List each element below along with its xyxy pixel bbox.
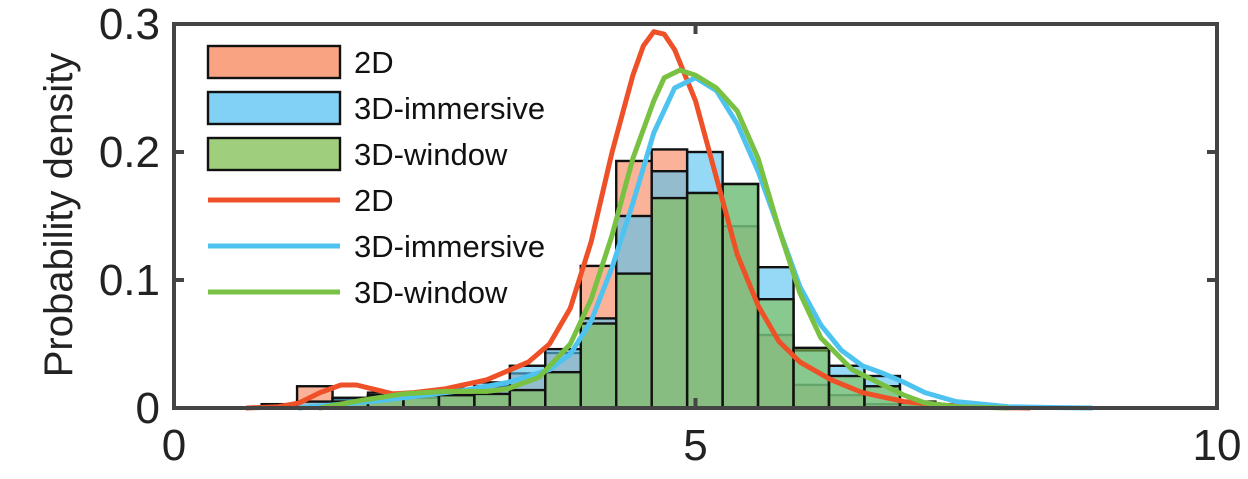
bar-3d-window-13 [685,191,724,410]
legend-label: 3D-immersive [354,91,545,126]
legend-entry-line-3d-immersive: 3D-immersive [208,229,545,264]
y-axis-title: Probability density [37,53,81,378]
legend: 2D 3D-immersive 3D-window 2D 3D-immersive 3D-… [206,44,545,310]
legend-entry-line-2d: 2D [208,183,394,218]
y-tick-label: 0.1 [99,256,160,305]
bar-3d-window-8 [508,388,547,410]
bar-3d-window-10 [579,322,618,410]
legend-label: 3D-window [354,275,508,310]
legend-label: 3D-immersive [354,229,545,264]
y-tick-label: 0.2 [99,128,160,177]
legend-swatch [206,90,342,126]
legend-entry-patch-2d: 2D [206,44,394,80]
legend-label: 2D [354,183,394,218]
bar-3d-window-9 [544,370,582,410]
x-tick-label: 5 [683,421,707,470]
bar-3d-window-12 [650,196,689,410]
density-line-2d [244,29,1032,411]
legend-label: 2D [354,45,394,80]
density-curves [244,29,1095,411]
axes: 0 5 10 0 0.1 0.2 0.3 [99,0,1242,470]
x-tick-label: 0 [162,421,186,470]
y-tick-label: 0.3 [99,0,160,49]
legend-entry-patch-3d-window: 3D-window [206,136,508,172]
x-tick-label: 10 [1193,421,1242,470]
bar-3d-window-7 [473,392,512,410]
legend-swatch [206,44,342,80]
legend-label: 3D-window [354,137,508,172]
density-line-3d-window [317,67,1011,411]
legend-entry-line-3d-window: 3D-window [208,275,508,310]
legend-entry-patch-3d-immersive: 3D-immersive [206,90,545,126]
legend-swatch [206,136,342,172]
bar-3d-window-11 [615,272,653,410]
y-tick-label: 0 [136,384,160,433]
